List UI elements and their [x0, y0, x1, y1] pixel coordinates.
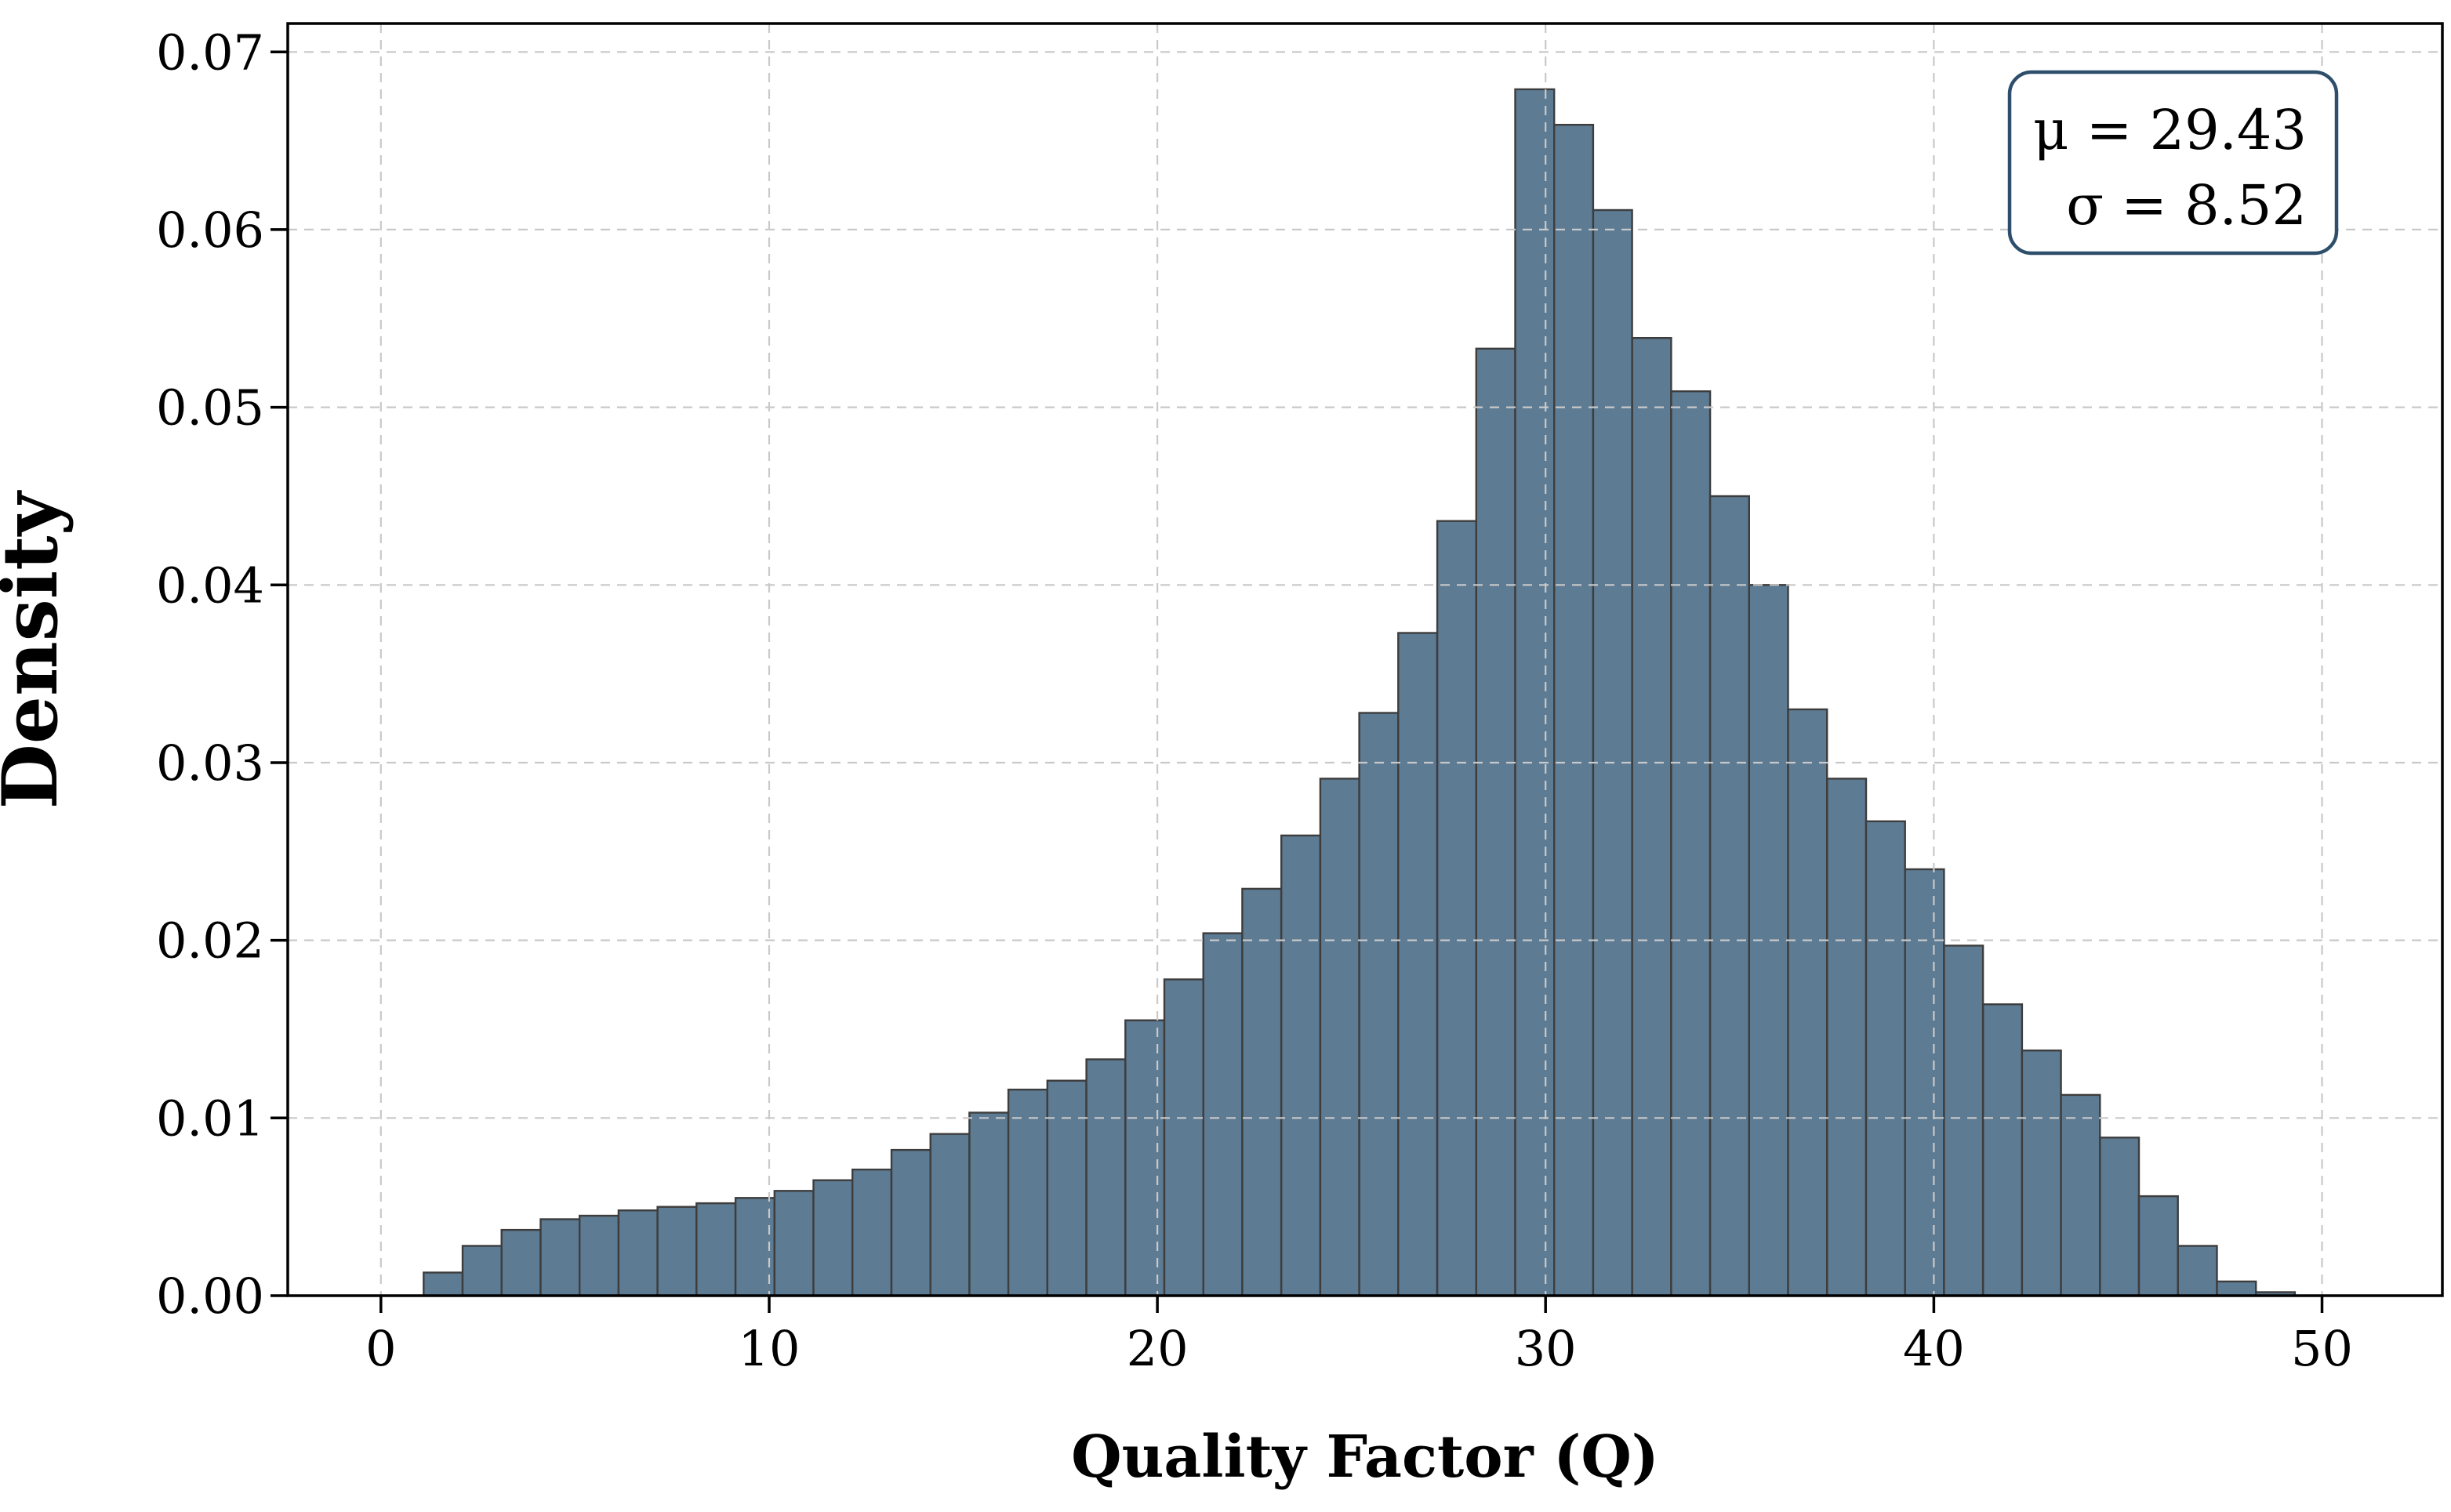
histogram-bar	[1787, 708, 1828, 1297]
histogram-bar	[1670, 390, 1712, 1297]
histogram-bar	[539, 1218, 581, 1297]
histogram-bars	[423, 88, 2297, 1297]
y-tick-label: 0.01	[156, 1090, 264, 1147]
stats-mu: μ = 29.43	[2033, 98, 2307, 162]
histogram-bar	[851, 1168, 893, 1297]
histogram-bar	[1124, 1019, 1166, 1297]
y-axis-label: Density	[0, 489, 74, 809]
histogram-bar	[1046, 1079, 1088, 1297]
stats-sigma: σ = 8.52	[2066, 173, 2307, 237]
histogram-bar	[1826, 778, 1868, 1297]
x-tick-label: 20	[1127, 1320, 1189, 1377]
x-tick-label: 50	[2291, 1320, 2353, 1377]
histogram-bar	[2021, 1049, 2062, 1297]
y-tick-label: 0.06	[156, 201, 264, 259]
histogram-bar	[1592, 208, 1633, 1297]
y-tick-label: 0.03	[156, 734, 264, 792]
histogram-bar	[1085, 1058, 1127, 1297]
histogram-bar	[1904, 868, 1945, 1297]
histogram-bar	[1436, 520, 1477, 1297]
histogram-bar	[695, 1202, 737, 1297]
histogram-bar	[1163, 978, 1204, 1297]
histogram-bar	[1202, 932, 1244, 1297]
y-tick-label: 0.00	[156, 1267, 264, 1325]
histogram-bar	[1943, 945, 1984, 1297]
x-tick-label: 40	[1903, 1320, 1965, 1377]
histogram-bar	[2216, 1280, 2257, 1297]
x-tick-label: 0	[365, 1320, 396, 1377]
axis-ticks	[271, 50, 2324, 1313]
histogram-bar	[1865, 820, 1906, 1297]
y-tick-label: 0.07	[156, 24, 264, 81]
histogram-bar	[656, 1206, 698, 1297]
gridlines	[288, 24, 2442, 1296]
y-tick-label: 0.02	[156, 912, 264, 970]
histogram-bar	[1319, 778, 1360, 1297]
plot-border	[286, 22, 2444, 1297]
stats-box: μ = 29.43 σ = 8.52	[2007, 70, 2339, 256]
stats-box-frame	[2007, 70, 2339, 256]
x-tick-label: 30	[1515, 1320, 1577, 1377]
x-axis-label: Quality Factor (Q)	[1071, 1423, 1659, 1491]
histogram-bar	[968, 1111, 1010, 1297]
histogram-bar	[617, 1209, 659, 1297]
histogram-bar	[1280, 834, 1322, 1297]
histogram-bar	[812, 1179, 854, 1297]
histogram-bar	[500, 1228, 542, 1297]
histogram-bar	[579, 1214, 620, 1297]
histogram-bar	[929, 1133, 971, 1297]
histogram-bar	[1475, 347, 1516, 1297]
histogram-bar	[1397, 632, 1439, 1297]
histogram-bar	[2137, 1195, 2179, 1297]
y-tick-label: 0.04	[156, 557, 264, 614]
histogram-bar	[734, 1197, 775, 1297]
histogram-bar	[773, 1190, 815, 1297]
histogram-bar	[1007, 1088, 1048, 1297]
histogram-bar	[1708, 495, 1751, 1297]
histogram-bar	[1981, 1003, 2024, 1297]
histogram-bar	[1241, 887, 1283, 1297]
tick-labels: 0 10 20 30 40 50 0.00 0.01 0.02 0.03 0.04 0.05 0.06 0…	[156, 24, 2353, 1377]
x-tick-label: 10	[739, 1320, 801, 1377]
histogram-bar	[461, 1245, 503, 1297]
y-tick-label: 0.05	[156, 379, 264, 437]
histogram-bar	[1358, 712, 1400, 1297]
histogram-bar	[1552, 123, 1595, 1297]
histogram-bar	[2177, 1245, 2218, 1297]
histogram-bar	[2099, 1137, 2141, 1297]
histogram-bar	[1514, 88, 1556, 1297]
histogram-bar	[1631, 337, 1672, 1297]
histogram-bar	[423, 1271, 464, 1297]
histogram-bar	[2060, 1093, 2101, 1297]
histogram-bar	[890, 1148, 931, 1297]
